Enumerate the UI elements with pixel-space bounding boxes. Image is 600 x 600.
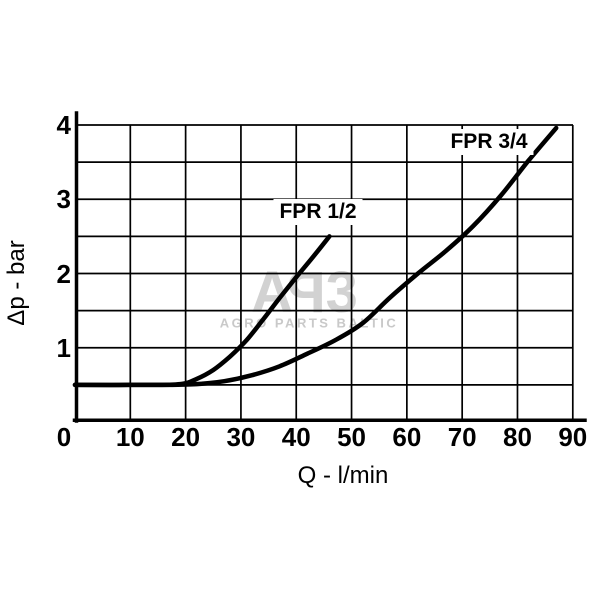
y-axis-title: Δp - bar [3,240,30,326]
y-tick-label: 4 [56,110,71,140]
x-tick-label: 90 [558,422,588,452]
x-tick-label: 10 [115,422,145,452]
curve-label-fpr-1-2: FPR 1/2 [273,199,363,225]
x-axis-title: Q - l/min [297,462,389,489]
x-tick-label: 50 [337,422,366,452]
curve-series-1 [72,125,559,388]
x-tick-label: 30 [226,422,256,452]
x-tick-label: 20 [171,422,201,452]
y-tick-label: 2 [56,258,71,289]
y-tick-label: 3 [56,184,71,215]
x-tick-label: 40 [281,422,311,452]
y-tick-label: 1 [56,332,71,363]
x-tick-label: 80 [503,422,532,452]
x-tick-label: 70 [447,422,477,452]
curve-label-fpr-3-4: FPR 3/4 [444,129,534,155]
x-tick-label: 0 [56,422,72,452]
x-tick-label: 60 [392,422,422,452]
